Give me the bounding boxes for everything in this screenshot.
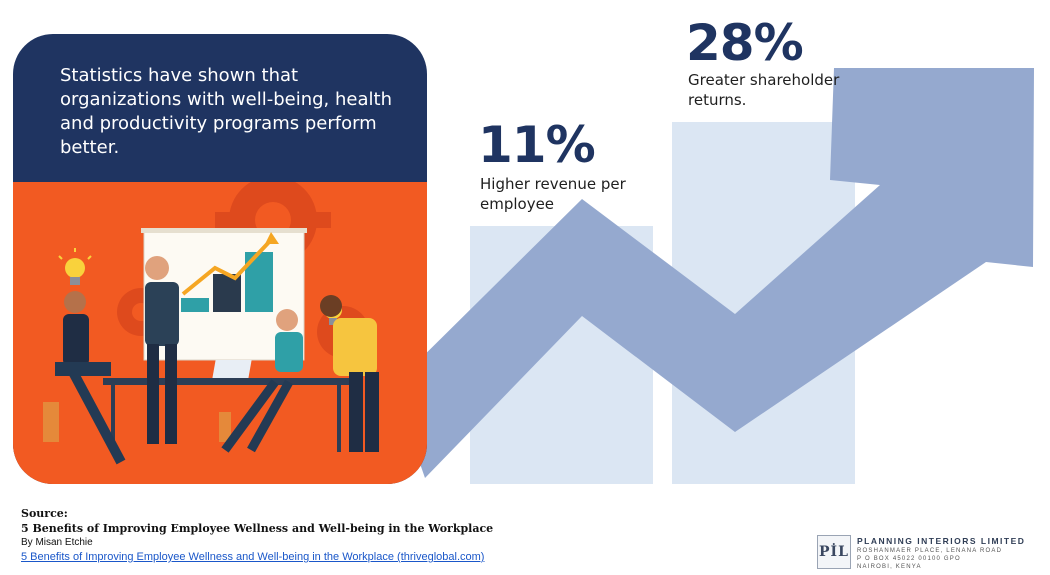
stat-label-shareholder: Greater shareholder returns. — [688, 71, 840, 109]
source-link[interactable]: 5 Benefits of Improving Employee Wellnes… — [21, 551, 485, 563]
stat-label-revenue: Higher revenue per employee — [480, 175, 626, 213]
company-address-line-2: P O BOX 45022 00100 GPO — [857, 556, 961, 562]
company-address-line-1: ROSHANMAER PLACE, LENANA ROAD — [857, 548, 1003, 554]
stat-value-shareholder: 28% — [686, 14, 804, 72]
company-address-line-3: NAIROBI, KENYA — [857, 564, 922, 570]
source-byline: By Misan Etchie — [21, 537, 93, 548]
info-card: Statistics have shown that organizations… — [13, 34, 427, 484]
card-statement: Statistics have shown that organizations… — [60, 65, 392, 158]
source-heading: Source: — [21, 507, 68, 520]
company-logo: PİL PLANNING INTERIORS LIMITED ROSHANMAE… — [817, 535, 1042, 571]
lightbulb-icon — [58, 248, 92, 285]
company-name: PLANNING INTERIORS LIMITED — [857, 536, 1026, 546]
stat-value-revenue: 11% — [478, 116, 596, 174]
office-illustration — [13, 182, 427, 484]
logo-mark: PİL — [817, 535, 851, 569]
source-block: Source: 5 Benefits of Improving Employee… — [21, 506, 493, 565]
source-article-title: 5 Benefits of Improving Employee Wellnes… — [21, 522, 494, 535]
